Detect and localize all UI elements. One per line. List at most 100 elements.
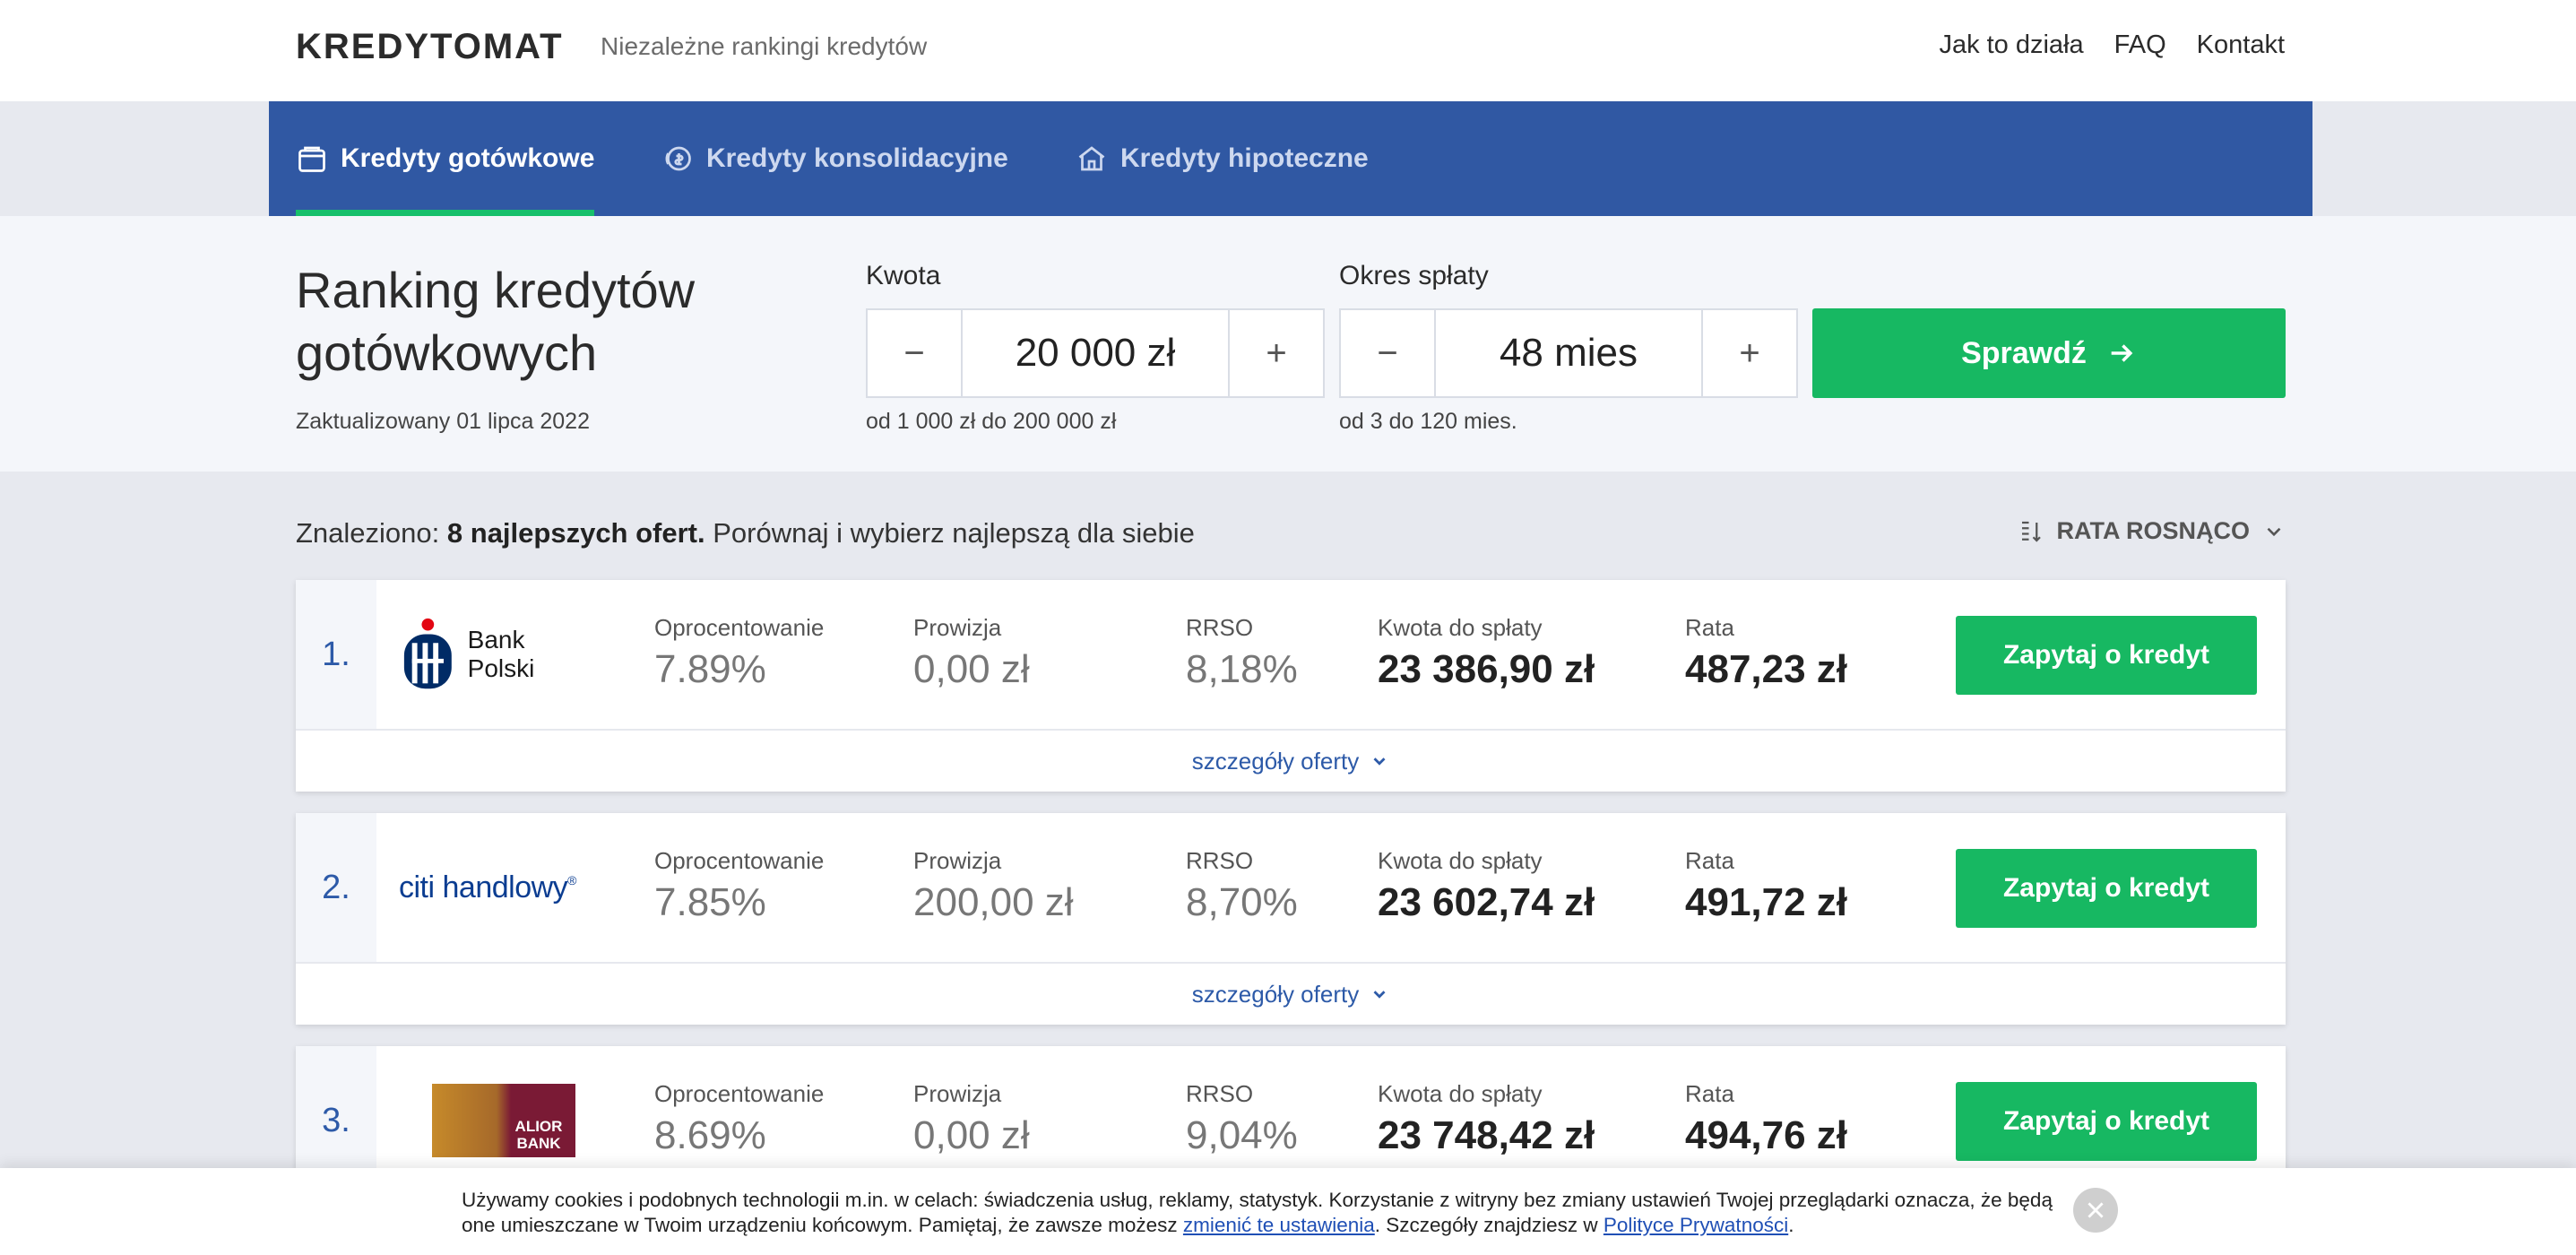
tab-label: Kredyty gotówkowe [341,143,595,173]
privacy-policy-link[interactable]: Polityce Prywatności [1603,1214,1789,1236]
results-count: 8 najlepszych ofert. [446,517,705,549]
site-logo[interactable]: KREDYTOMAT [296,27,564,66]
fee-column: Prowizja 200,00 zł [913,847,1074,925]
ask-loan-button[interactable]: Zapytaj o kredyt [1956,849,2257,928]
offer-details-toggle[interactable]: szczegóły oferty [296,729,2286,792]
sort-dropdown[interactable]: RATA ROSNĄCO [2018,517,2286,545]
chevron-down-icon [1373,991,1386,999]
site-tagline: Niezależne rankingi kredytów [601,32,928,60]
offer-rank: 2. [296,813,376,962]
installment-column: Rata 491,72 zł [1685,847,1847,925]
rrso-column: RRSO 8,70% [1186,847,1298,925]
offer-details-toggle[interactable]: szczegóły oferty [296,962,2286,1025]
rate-value: 7.85% [654,880,766,924]
chevron-down-icon [2267,527,2281,536]
results-suffix: Porównaj i wybierz najlepszą dla siebie [713,517,1195,549]
bank-logo: ALIOR BANK [432,1082,629,1159]
period-decrease-button[interactable]: − [1377,333,1398,373]
cookie-text-part: . Szczegóły znajdziesz w [1374,1214,1604,1236]
total-label: Kwota do spłaty [1378,847,1543,874]
period-label: Okres spłaty [1339,261,1489,290]
offer-rank: 1. [296,580,376,729]
bank-name: Bank Polski [467,626,535,682]
offer-card: 2. citi handlowy ® Oprocentowanie 7.85% P… [296,813,2286,1025]
rrso-label: RRSO [1186,1080,1254,1107]
total-label: Kwota do spłaty [1378,1080,1543,1107]
rrso-label: RRSO [1186,614,1254,641]
installment-label: Rata [1685,614,1734,641]
tab-mortgage-loans[interactable]: Kredyty hipoteczne [1076,101,1369,216]
rrso-value: 8,18% [1186,647,1298,691]
rrso-label: RRSO [1186,847,1254,874]
nav-link-faq[interactable]: FAQ [2114,30,2166,59]
details-label: szczegóły oferty [1191,980,1360,1008]
bank-logo: citi handlowy ® [399,849,596,926]
ask-loan-button[interactable]: Zapytaj o kredyt [1956,616,2257,695]
cookie-text-part: . [1788,1214,1794,1236]
period-input[interactable]: 48 mies [1434,310,1703,396]
installment-column: Rata 487,23 zł [1685,614,1847,692]
rrso-column: RRSO 9,04% [1186,1080,1298,1158]
installment-label: Rata [1685,1080,1734,1107]
cookie-text: Używamy cookies i podobnych technologii … [462,1188,2066,1238]
updated-date: Zaktualizowany 01 lipca 2022 [296,409,590,434]
installment-value: 491,72 zł [1685,880,1848,924]
rrso-value: 9,04% [1186,1113,1298,1157]
amount-range: od 1 000 zł do 200 000 zł [866,409,1117,434]
cookie-settings-link[interactable]: zmienić te ustawienia [1182,1214,1375,1236]
total-label: Kwota do spłaty [1378,614,1543,641]
house-icon [1078,146,1105,171]
bank-name: ALIOR BANK [514,1118,563,1152]
fee-column: Prowizja 0,00 zł [913,614,1030,692]
fee-column: Prowizja 0,00 zł [913,1080,1030,1158]
bank-name: citi handlowy [399,870,568,904]
rate-column: Oprocentowanie 7.89% [654,614,824,692]
amount-stepper: − 20 000 zł + [866,308,1325,398]
installment-value: 494,76 zł [1685,1113,1848,1157]
results-prefix: Znaleziono: [296,517,440,549]
tab-label: Kredyty konsolidacyjne [706,143,1008,173]
rrso-column: RRSO 8,18% [1186,614,1298,692]
fee-label: Prowizja [913,847,1002,874]
cookie-banner: Używamy cookies i podobnych technologii … [0,1168,2576,1255]
tab-cash-loans[interactable]: Kredyty gotówkowe [296,101,595,216]
amount-increase-button[interactable]: + [1266,333,1287,373]
rate-column: Oprocentowanie 7.85% [654,847,824,925]
fee-label: Prowizja [913,1080,1002,1107]
cookie-text-part: Używamy cookies i podobnych technologii … [462,1189,2053,1236]
top-nav: Jak to działa FAQ Kontakt [1939,30,2285,60]
nav-link-contact[interactable]: Kontakt [2196,30,2285,59]
nav-link-how-it-works[interactable]: Jak to działa [1939,30,2084,59]
total-value: 23 386,90 zł [1378,647,1595,691]
offer-card: 1. Bank Polski Oprocentowanie 7.89% Prowi… [296,580,2286,792]
check-button[interactable]: Sprawdź [1812,308,2286,398]
period-stepper: − 48 mies + [1339,308,1798,398]
amount-label: Kwota [866,261,941,290]
close-icon [2088,1202,2104,1218]
category-tabs: Kredyty gotówkowe Kredyty konsolidacyjne… [269,101,2312,216]
amount-input[interactable]: 20 000 zł [961,310,1230,396]
period-range: od 3 do 120 mies. [1339,409,1517,434]
fee-value: 200,00 zł [913,880,1074,924]
amount-decrease-button[interactable]: − [903,333,925,373]
arrow-right-icon [2111,344,2133,362]
period-increase-button[interactable]: + [1739,333,1760,373]
rrso-value: 8,70% [1186,880,1298,924]
tab-consolidation-loans[interactable]: Kredyty konsolidacyjne [661,101,1008,216]
chevron-down-icon [1373,757,1386,766]
rate-column: Oprocentowanie 8.69% [654,1080,824,1158]
fee-value: 0,00 zł [913,647,1030,691]
coins-icon [665,146,691,171]
wallet-icon [298,146,325,172]
cookie-close-button[interactable] [2073,1188,2118,1233]
total-column: Kwota do spłaty 23 748,42 zł [1378,1080,1595,1158]
ask-loan-button[interactable]: Zapytaj o kredyt [1956,1082,2257,1161]
fee-value: 0,00 zł [913,1113,1030,1157]
total-column: Kwota do spłaty 23 386,90 zł [1378,614,1595,692]
bank-logo: Bank Polski [399,616,596,693]
sort-label: RATA ROSNĄCO [2056,517,2251,544]
installment-value: 487,23 zł [1685,647,1848,691]
installment-column: Rata 494,76 zł [1685,1080,1847,1158]
page-title: Ranking kredytów gotówkowych [296,262,696,381]
details-label: szczegóły oferty [1191,747,1360,775]
